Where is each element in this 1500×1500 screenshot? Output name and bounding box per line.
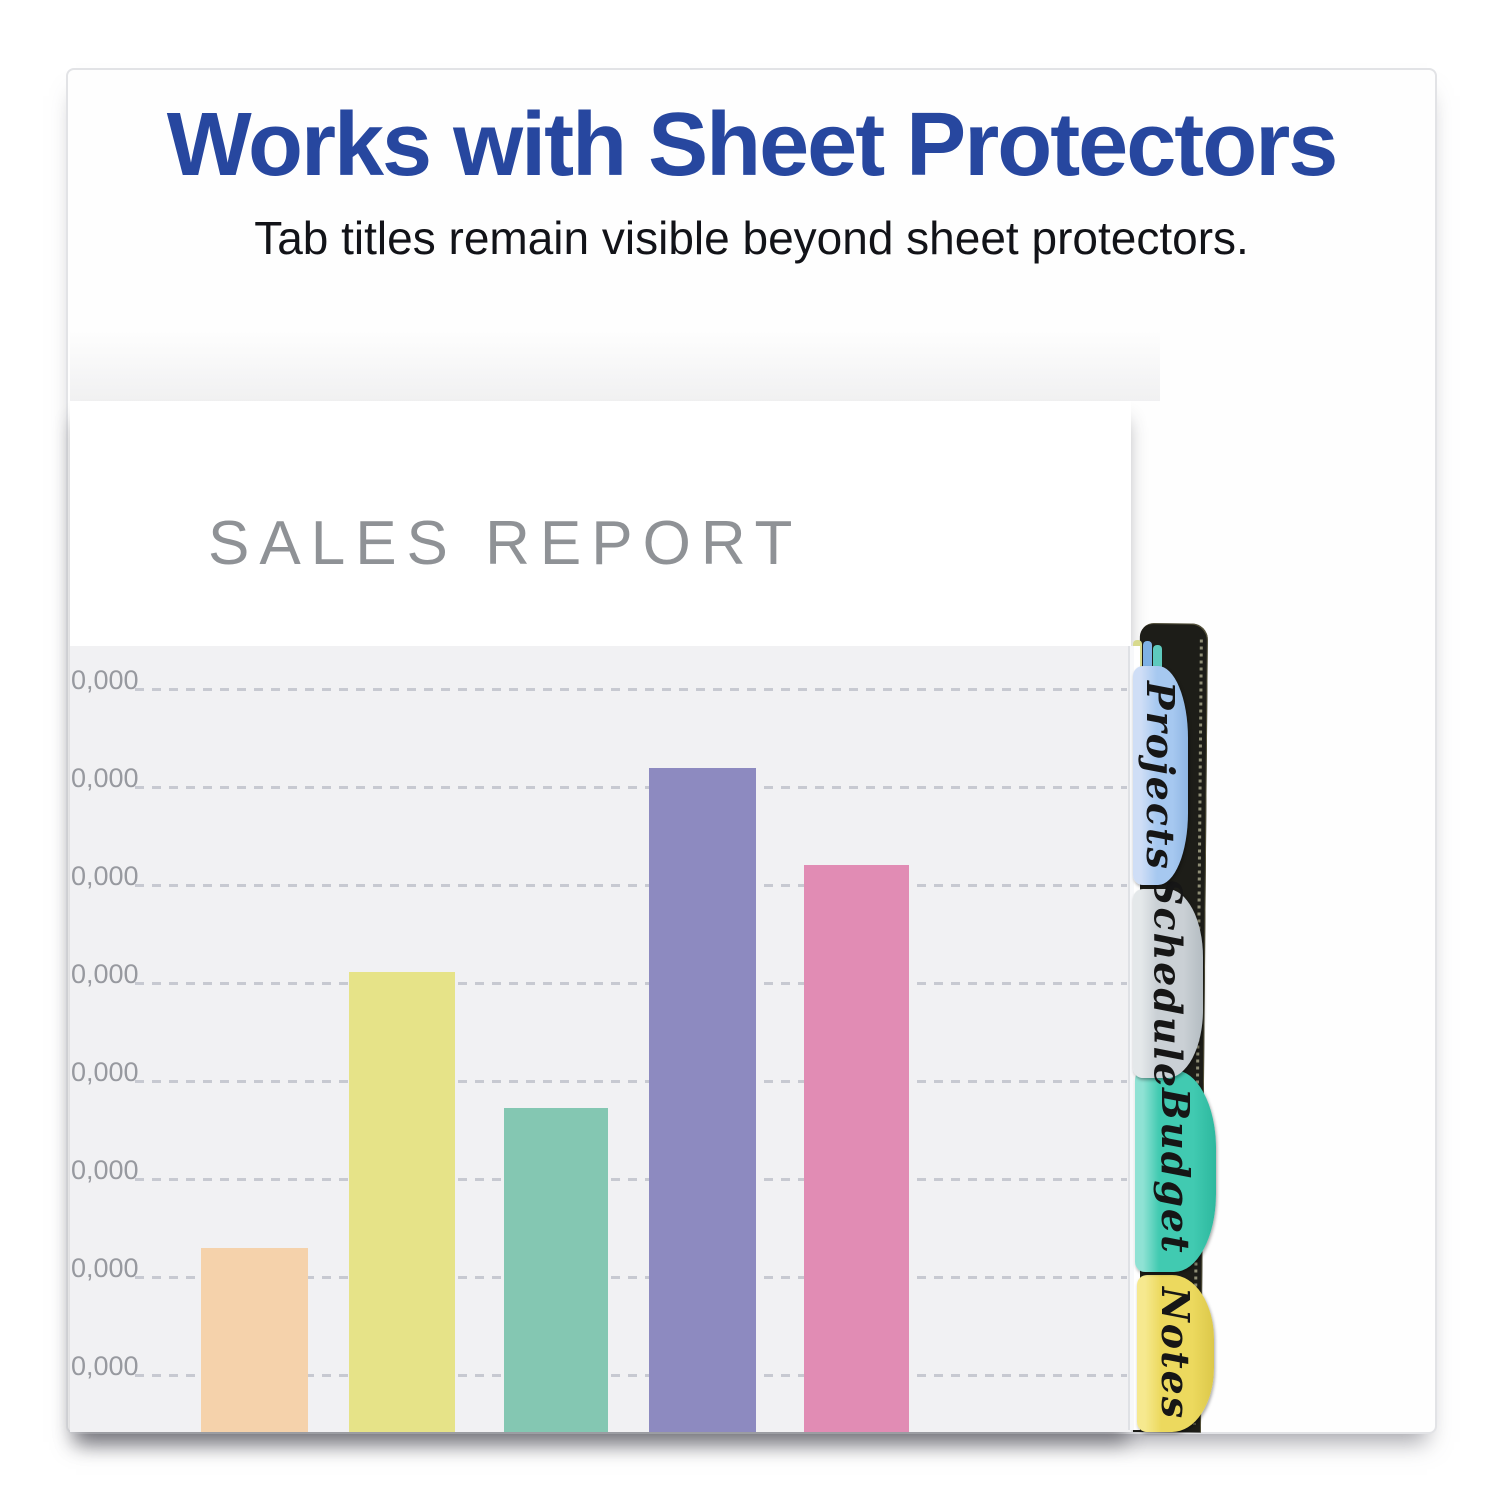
divider-tab-budget: Budget xyxy=(1135,1070,1216,1272)
gridline-row: 0,000 xyxy=(70,957,1131,991)
chart-bar xyxy=(504,1108,608,1432)
divider-tab-schedule: Schedule xyxy=(1133,878,1203,1089)
y-tick-label: 0,000 xyxy=(71,1351,139,1381)
tab-label: Schedule xyxy=(1145,877,1191,1090)
page-top-shadow xyxy=(70,330,1160,401)
gridline-dashes xyxy=(135,884,1127,887)
chart-bar xyxy=(201,1248,308,1432)
y-tick-label: 0,000 xyxy=(71,763,139,793)
divider-edge-strip-blue xyxy=(1143,641,1152,685)
gridline-dashes xyxy=(135,1178,1127,1181)
gridline-row: 0,000 xyxy=(70,761,1131,795)
report-title: SALES REPORT xyxy=(208,509,803,578)
divider-tab-projects: Projects xyxy=(1133,666,1188,885)
gridline-row: 0,000 xyxy=(70,1251,1131,1285)
tab-label: Projects xyxy=(1138,680,1183,871)
y-tick-label: 0,000 xyxy=(71,861,139,891)
banner-title: Works with Sheet Protectors xyxy=(166,95,1339,195)
divider-edge-strip-teal xyxy=(1153,645,1162,679)
chart-bar xyxy=(649,768,756,1432)
gridline-row: 0,000 xyxy=(70,1153,1131,1187)
y-tick-label: 0,000 xyxy=(71,959,139,989)
chart-bar xyxy=(804,865,909,1432)
tab-label: Budget xyxy=(1153,1087,1198,1255)
bar-chart: 0,000 0,000 0,000 0,000 0,000 0,000 0,000 0,000 xyxy=(70,646,1131,1432)
divider-tab-notes: Notes xyxy=(1137,1275,1214,1432)
y-tick-label: 0,000 xyxy=(71,1057,139,1087)
gridline-row: 0,000 xyxy=(70,663,1131,697)
sales-report-page: SALES REPORT 0,000 0,000 0,000 0,000 0,000 0,… xyxy=(70,401,1131,1432)
tab-label: Notes xyxy=(1153,1286,1198,1421)
gridline-row: 0,000 xyxy=(70,859,1131,893)
chart-bar xyxy=(349,972,455,1432)
gridline-dashes xyxy=(135,1080,1127,1083)
y-tick-label: 0,000 xyxy=(71,1155,139,1185)
y-tick-label: 0,000 xyxy=(71,665,139,695)
gridline-row: 0,000 xyxy=(70,1055,1131,1089)
banner-subtitle: Tab titles remain visible beyond sheet p… xyxy=(254,212,1249,264)
gridline-dashes xyxy=(135,1374,1127,1377)
gridline-dashes xyxy=(135,786,1127,789)
y-tick-label: 0,000 xyxy=(71,1253,139,1283)
gridline-dashes xyxy=(135,1276,1127,1279)
gridline-dashes xyxy=(135,688,1127,691)
gridline-dashes xyxy=(135,982,1127,985)
gridline-row: 0,000 xyxy=(70,1349,1131,1383)
